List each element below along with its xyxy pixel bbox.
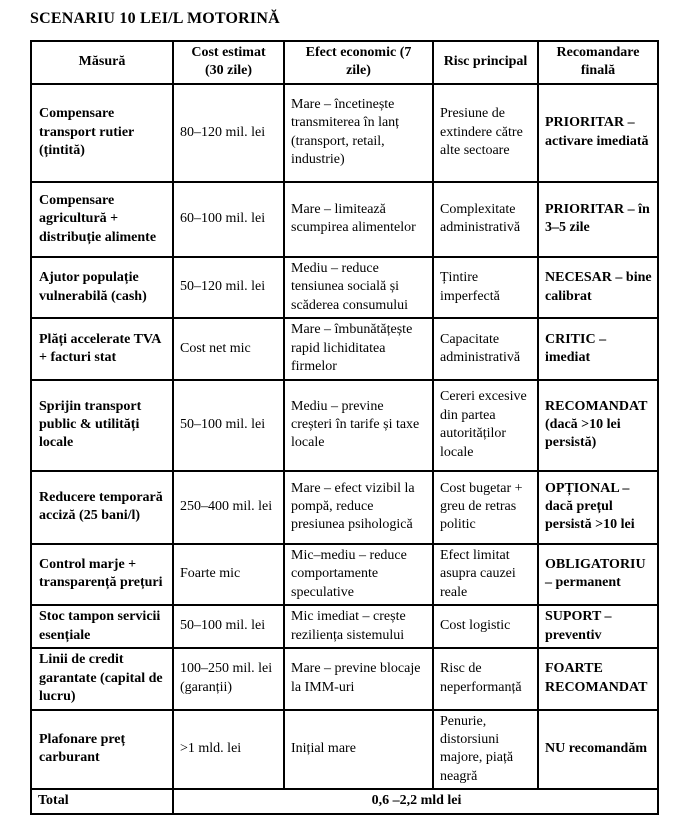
cell-risc: Risc de neperformanță [432, 647, 539, 711]
table-row: Stoc tampon servicii esențiale 50–100 mi… [30, 604, 659, 650]
cell-efect: Mare – previne blocaje la IMM-uri [283, 647, 434, 711]
cell-recomandare: SUPORT – preventiv [537, 604, 659, 650]
cell-recomandare: PRIORITAR – activare imediată [537, 82, 659, 183]
total-row: Total 0,6 –2,2 mld lei [30, 788, 659, 815]
cell-risc: Țintire imperfectă [432, 255, 539, 320]
table-row: Compensare transport rutier (țintită) 80… [30, 82, 659, 183]
cell-efect: Mediu – previne creșteri în tarife și ta… [283, 378, 434, 472]
cell-efect: Mic–mediu – reduce comportamente specula… [283, 542, 434, 607]
cell-recomandare: PRIORITAR – în 3–5 zile [537, 180, 659, 258]
header-risc-principal: Risc principal [432, 40, 539, 85]
cell-cost: Cost net mic [172, 317, 285, 381]
cell-recomandare: CRITIC – imediat [537, 317, 659, 381]
cell-cost: 50–100 mil. lei [172, 378, 285, 472]
table-row: Plafonare preț carburant >1 mld. lei Ini… [30, 708, 659, 791]
cell-masura: Reducere temporară acciză (25 bani/l) [30, 469, 174, 545]
cell-masura: Sprijin transport public & utilități loc… [30, 378, 174, 472]
cell-recomandare: RECOMANDAT (dacă >10 lei persistă) [537, 378, 659, 472]
cell-risc: Capacitate administrativă [432, 317, 539, 381]
cell-recomandare: OBLIGATORIU – permanent [537, 542, 659, 607]
cell-cost: 100–250 mil. lei (garanții) [172, 647, 285, 711]
header-cost-estimat: Cost estimat (30 zile) [172, 40, 285, 85]
header-recomandare-finala: Recomandare finală [537, 40, 659, 85]
cell-cost: 50–100 mil. lei [172, 604, 285, 650]
table-row: Sprijin transport public & utilități loc… [30, 378, 659, 472]
cell-cost: 50–120 mil. lei [172, 255, 285, 320]
cell-risc: Complexitate administrativă [432, 180, 539, 258]
cell-efect: Mare – îmbunătățește rapid lichiditatea … [283, 317, 434, 381]
cell-efect: Mare – limitează scumpirea alimentelor [283, 180, 434, 258]
cell-risc: Presiune de extindere către alte sectoar… [432, 82, 539, 183]
cell-masura: Control marje + transparență prețuri [30, 542, 174, 607]
cell-risc: Penurie, distorsiuni majore, piață neagr… [432, 708, 539, 791]
cell-risc: Cost bugetar + greu de retras politic [432, 469, 539, 545]
header-masura: Măsură [30, 40, 174, 85]
cell-masura: Stoc tampon servicii esențiale [30, 604, 174, 650]
page-title: SCENARIU 10 LEI/L MOTORINĂ [30, 10, 280, 27]
total-value: 0,6 –2,2 mld lei [172, 788, 659, 815]
cell-masura: Compensare agricultură + distribuție ali… [30, 180, 174, 258]
header-efect-economic: Efect economic (7 zile) [283, 40, 434, 85]
table-row: Ajutor populație vulnerabilă (cash) 50–1… [30, 255, 659, 320]
cell-cost: Foarte mic [172, 542, 285, 607]
cell-efect: Mediu – reduce tensiunea socială și scăd… [283, 255, 434, 320]
cell-efect: Mic imediat – crește reziliența sistemul… [283, 604, 434, 650]
cell-masura: Compensare transport rutier (țintită) [30, 82, 174, 183]
table-row: Plăți accelerate TVA + facturi stat Cost… [30, 317, 659, 381]
cell-recomandare: FOARTE RECOMANDAT [537, 647, 659, 711]
cell-masura: Plafonare preț carburant [30, 708, 174, 791]
cell-masura: Ajutor populație vulnerabilă (cash) [30, 255, 174, 320]
cell-risc: Cost logistic [432, 604, 539, 650]
cell-recomandare: NECESAR – bine calibrat [537, 255, 659, 320]
total-label: Total [30, 788, 174, 815]
table-row: Linii de credit garantate (capital de lu… [30, 647, 659, 711]
cell-efect: Inițial mare [283, 708, 434, 791]
scenario-table: Măsură Cost estimat (30 zile) Efect econ… [30, 40, 659, 815]
table-row: Control marje + transparență prețuri Foa… [30, 542, 659, 607]
cell-cost: 60–100 mil. lei [172, 180, 285, 258]
cell-efect: Mare – efect vizibil la pompă, reduce pr… [283, 469, 434, 545]
table-row: Compensare agricultură + distribuție ali… [30, 180, 659, 258]
table-header-row: Măsură Cost estimat (30 zile) Efect econ… [30, 40, 659, 85]
cell-risc: Cereri excesive din partea autorităților… [432, 378, 539, 472]
table-row: Reducere temporară acciză (25 bani/l) 25… [30, 469, 659, 545]
cell-cost: >1 mld. lei [172, 708, 285, 791]
cell-masura: Plăți accelerate TVA + facturi stat [30, 317, 174, 381]
cell-cost: 250–400 mil. lei [172, 469, 285, 545]
cell-recomandare: OPȚIONAL – dacă prețul persistă >10 lei [537, 469, 659, 545]
cell-efect: Mare – încetinește transmiterea în lanț … [283, 82, 434, 183]
cell-risc: Efect limitat asupra cauzei reale [432, 542, 539, 607]
cell-recomandare: NU recomandăm [537, 708, 659, 791]
cell-cost: 80–120 mil. lei [172, 82, 285, 183]
cell-masura: Linii de credit garantate (capital de lu… [30, 647, 174, 711]
